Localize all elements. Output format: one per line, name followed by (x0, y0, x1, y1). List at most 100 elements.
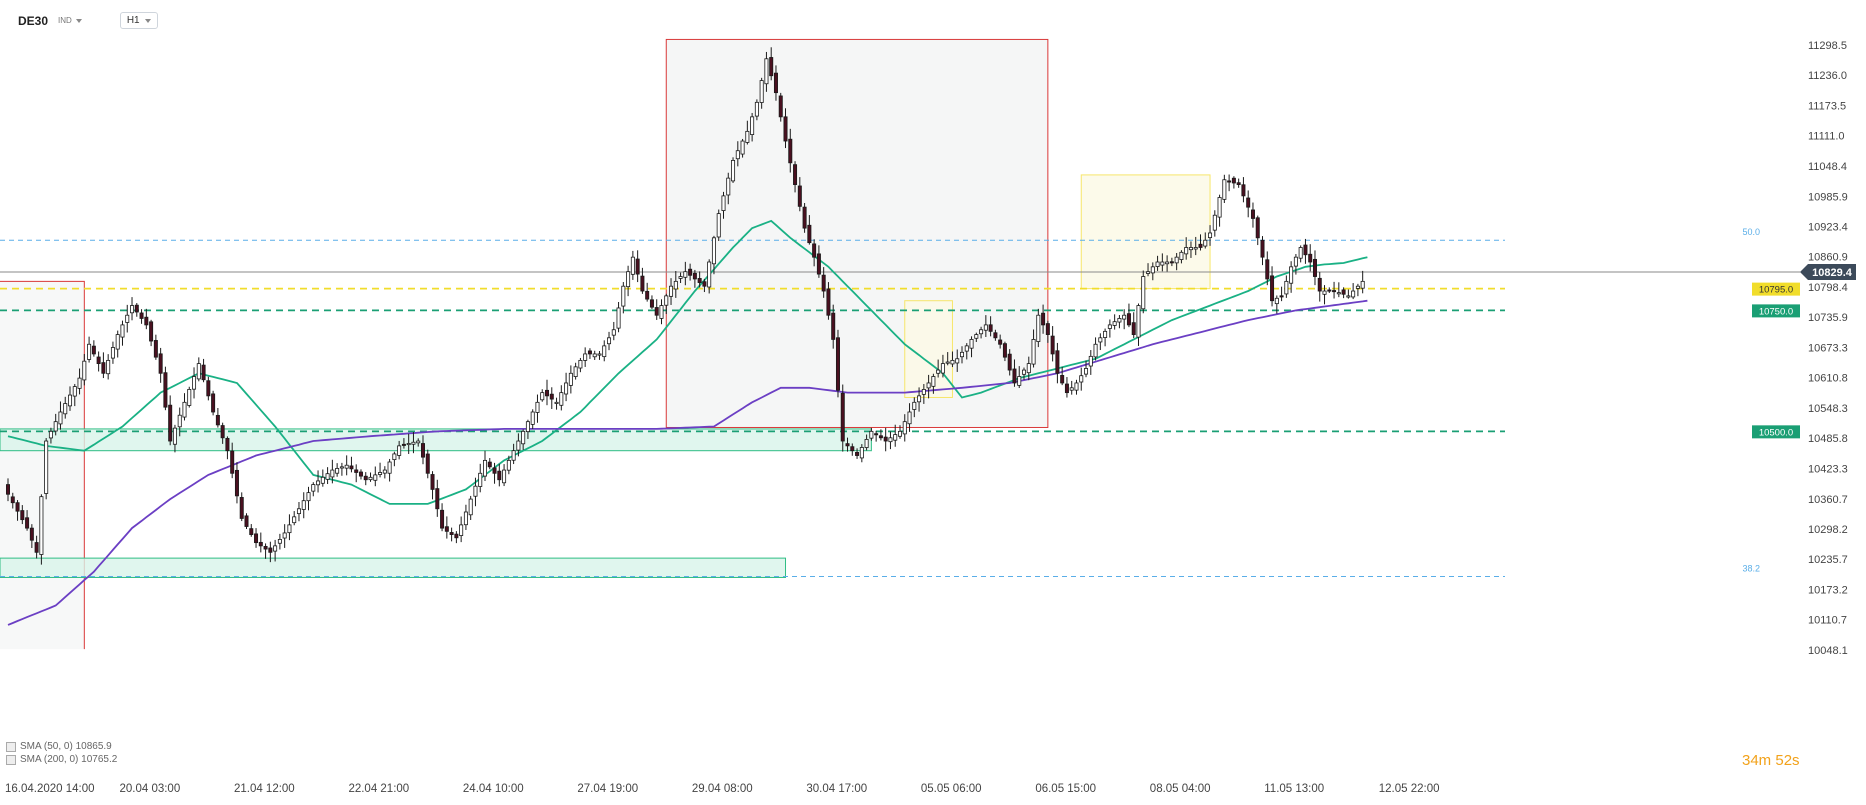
candle[interactable] (750, 116, 755, 135)
candle[interactable] (382, 469, 387, 474)
candle[interactable] (416, 440, 421, 444)
candle[interactable] (1332, 290, 1337, 293)
candle[interactable] (77, 377, 82, 389)
candle[interactable] (487, 461, 492, 468)
candle[interactable] (1064, 383, 1069, 394)
candle[interactable] (1122, 314, 1127, 320)
candle[interactable] (330, 469, 335, 478)
candle[interactable] (1022, 369, 1027, 375)
candle[interactable] (53, 421, 58, 432)
candle[interactable] (25, 517, 30, 529)
candle[interactable] (1036, 314, 1041, 342)
candle[interactable] (840, 392, 845, 442)
candle[interactable] (979, 329, 984, 335)
candle[interactable] (1060, 375, 1065, 384)
candle[interactable] (535, 401, 540, 413)
candle[interactable] (835, 337, 840, 391)
candle[interactable] (821, 274, 826, 292)
candle[interactable] (153, 340, 158, 358)
candle[interactable] (120, 324, 125, 338)
candle[interactable] (58, 411, 63, 425)
candle[interactable] (1169, 261, 1174, 264)
candle[interactable] (1312, 258, 1317, 277)
candle[interactable] (449, 532, 454, 535)
candle[interactable] (282, 532, 287, 539)
candle[interactable] (1341, 289, 1346, 295)
candle[interactable] (669, 285, 674, 297)
candle[interactable] (230, 450, 235, 474)
candle[interactable] (1031, 339, 1036, 365)
candle[interactable] (564, 382, 569, 395)
candle[interactable] (91, 345, 96, 355)
candle[interactable] (225, 437, 230, 452)
candle[interactable] (1193, 247, 1198, 250)
candle[interactable] (172, 427, 177, 445)
candle[interactable] (39, 496, 44, 555)
timeframe-select[interactable]: H1 (119, 12, 158, 29)
candle[interactable] (378, 472, 383, 475)
candle[interactable] (463, 511, 468, 526)
candle[interactable] (1155, 261, 1160, 267)
settings-icon[interactable] (6, 741, 16, 752)
candle[interactable] (115, 334, 120, 350)
candle[interactable] (812, 243, 817, 258)
candle[interactable] (1222, 179, 1227, 200)
candle[interactable] (1236, 182, 1241, 185)
candle[interactable] (1002, 343, 1007, 358)
candle[interactable] (955, 358, 960, 364)
candle[interactable] (325, 473, 330, 480)
candle[interactable] (373, 474, 378, 481)
legend-sma200[interactable]: SMA (200, 0) 10765.2 (6, 753, 117, 766)
candle[interactable] (769, 57, 774, 77)
candle[interactable] (1045, 323, 1050, 335)
candle[interactable] (1017, 376, 1022, 386)
candle[interactable] (258, 541, 263, 547)
candle[interactable] (864, 439, 869, 448)
candle[interactable] (1284, 280, 1289, 295)
candle[interactable] (1050, 335, 1055, 355)
candle[interactable] (277, 539, 282, 544)
candle[interactable] (139, 312, 144, 319)
candle[interactable] (983, 324, 988, 331)
candle[interactable] (106, 359, 111, 375)
candle[interactable] (583, 353, 588, 361)
candle[interactable] (15, 502, 20, 512)
candle[interactable] (368, 476, 373, 481)
candle[interactable] (855, 451, 860, 456)
candle[interactable] (597, 353, 602, 356)
candle[interactable] (950, 359, 955, 365)
candle[interactable] (1260, 239, 1265, 258)
candle[interactable] (692, 272, 697, 280)
candle[interactable] (1298, 247, 1303, 259)
candle[interactable] (726, 177, 731, 196)
candle[interactable] (1241, 184, 1246, 197)
candle[interactable] (358, 471, 363, 477)
candle[interactable] (239, 497, 244, 519)
candle[interactable] (616, 307, 621, 329)
candle[interactable] (793, 164, 798, 185)
candle[interactable] (1041, 312, 1046, 326)
candle[interactable] (912, 401, 917, 410)
candle[interactable] (1026, 363, 1031, 374)
candle[interactable] (492, 467, 497, 474)
candle[interactable] (1079, 375, 1084, 383)
candle[interactable] (1208, 232, 1213, 239)
candle[interactable] (1303, 244, 1308, 256)
candle[interactable] (602, 345, 607, 358)
candle[interactable] (683, 271, 688, 278)
candle[interactable] (196, 363, 201, 380)
symbol-label[interactable]: DE30 (18, 13, 49, 28)
candle[interactable] (621, 285, 626, 307)
candle[interactable] (640, 275, 645, 292)
candle[interactable] (974, 334, 979, 339)
candle[interactable] (788, 138, 793, 164)
candle[interactable] (697, 278, 702, 283)
candle[interactable] (611, 329, 616, 336)
candle[interactable] (907, 411, 912, 425)
candle[interactable] (502, 469, 507, 484)
candle[interactable] (1231, 177, 1236, 184)
candle[interactable] (192, 376, 197, 390)
candle[interactable] (888, 437, 893, 443)
candle[interactable] (711, 237, 716, 265)
candle[interactable] (883, 436, 888, 442)
